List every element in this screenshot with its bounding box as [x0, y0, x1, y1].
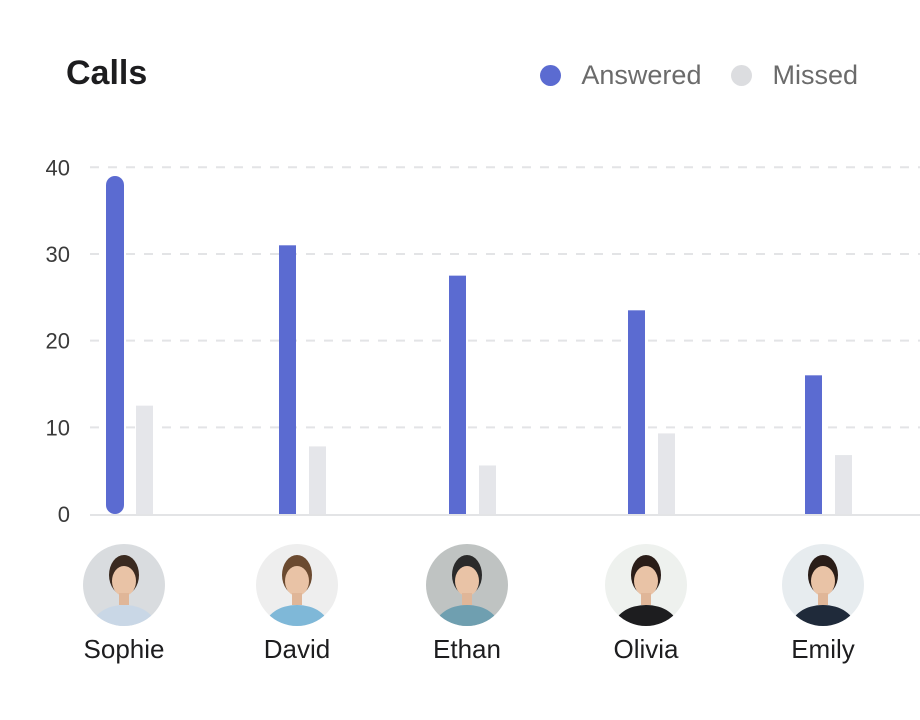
- x-tick-label-david: David: [263, 634, 331, 664]
- bar-answered-ethan: [449, 275, 466, 514]
- x-tick-label-sophie: Sophie: [83, 634, 165, 664]
- bar-missed-emily: [835, 455, 852, 514]
- bar-answered-david: [279, 245, 296, 514]
- y-tick-label: 20: [46, 329, 70, 354]
- bar-answered-olivia: [628, 310, 645, 514]
- legend-dot-answered: [540, 65, 562, 86]
- bar-missed-olivia: [658, 433, 675, 514]
- x-tick-label-emily: Emily: [791, 634, 855, 664]
- avatar-olivia: [605, 544, 687, 626]
- legend-item-missed: Missed: [731, 60, 858, 91]
- legend-item-answered: Answered: [540, 60, 701, 91]
- legend-label-answered: Answered: [581, 60, 702, 90]
- avatar-emily: [782, 544, 864, 626]
- legend-label-missed: Missed: [772, 60, 858, 90]
- y-tick-label: 10: [46, 415, 70, 440]
- y-tick-label: 0: [58, 502, 70, 527]
- bar-answered-sophie: [106, 175, 124, 514]
- avatar-ethan: [426, 544, 508, 626]
- chart-title: Calls: [66, 54, 148, 92]
- x-tick-label-ethan: Ethan: [433, 634, 501, 664]
- y-tick-label: 30: [46, 242, 70, 267]
- x-tick-label-olivia: Olivia: [613, 634, 679, 664]
- legend-dot-missed: [731, 65, 753, 86]
- bar-answered-emily: [805, 375, 822, 514]
- y-tick-label: 40: [46, 155, 70, 180]
- legend: Answered Missed: [510, 60, 858, 91]
- avatar-david: [256, 544, 338, 626]
- bar-missed-sophie: [136, 405, 153, 514]
- avatar-sophie: [83, 544, 165, 626]
- bar-missed-ethan: [479, 465, 496, 514]
- bar-missed-david: [309, 446, 326, 514]
